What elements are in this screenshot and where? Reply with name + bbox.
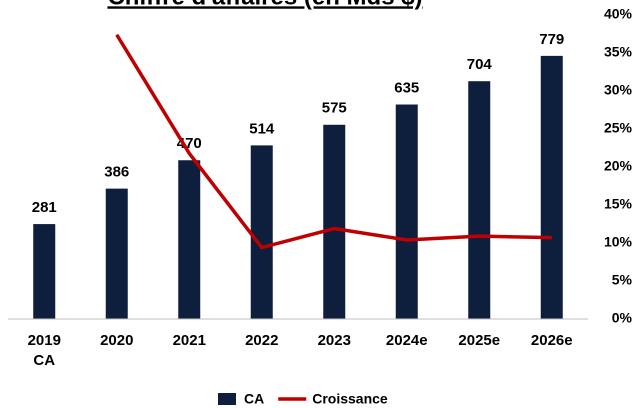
bar bbox=[323, 124, 346, 320]
x-tick-label: 2022 bbox=[245, 332, 279, 349]
y2-tick-label: 25% bbox=[604, 120, 633, 136]
x-tick-label: 2023 bbox=[317, 332, 351, 349]
y2-tick-label: 15% bbox=[604, 196, 633, 212]
bar bbox=[540, 55, 563, 319]
legend-label: Croissance bbox=[312, 391, 388, 407]
y2-tick-label: 35% bbox=[604, 44, 633, 60]
bar bbox=[250, 145, 273, 319]
value-label: 779 bbox=[539, 31, 564, 48]
y2-tick-label: 40% bbox=[604, 6, 633, 22]
value-label: 281 bbox=[32, 199, 57, 216]
y2-tick-label: 5% bbox=[612, 272, 633, 288]
y2-tick-label: 0% bbox=[612, 310, 633, 326]
y2-tick-label: 10% bbox=[604, 234, 633, 250]
x-tick-label: 2019 CA bbox=[27, 332, 61, 369]
value-label: 386 bbox=[104, 164, 129, 181]
legend-label: CA bbox=[244, 391, 264, 407]
x-tick-label: 2021 bbox=[172, 332, 206, 349]
bar bbox=[33, 224, 56, 319]
bar bbox=[395, 104, 418, 319]
x-tick-label: 2024e bbox=[385, 332, 428, 349]
value-label: 470 bbox=[177, 135, 202, 152]
value-label: 514 bbox=[249, 120, 275, 137]
growth-line bbox=[115, 33, 552, 250]
bar bbox=[178, 160, 201, 319]
value-label: 635 bbox=[394, 79, 419, 96]
legend-swatch bbox=[218, 393, 236, 405]
x-tick-label: 2025e bbox=[458, 332, 501, 349]
bar bbox=[468, 81, 491, 320]
chart-title: Chiffre d'affaires (en Mds $) bbox=[107, 0, 422, 10]
y2-tick-label: 30% bbox=[604, 82, 633, 98]
value-label: 575 bbox=[322, 100, 347, 117]
bar bbox=[105, 188, 128, 319]
x-tick-label: 2020 bbox=[100, 332, 134, 349]
y2-tick-label: 20% bbox=[604, 158, 633, 174]
value-label: 704 bbox=[467, 56, 493, 73]
x-tick-label: 2026e bbox=[530, 332, 573, 349]
